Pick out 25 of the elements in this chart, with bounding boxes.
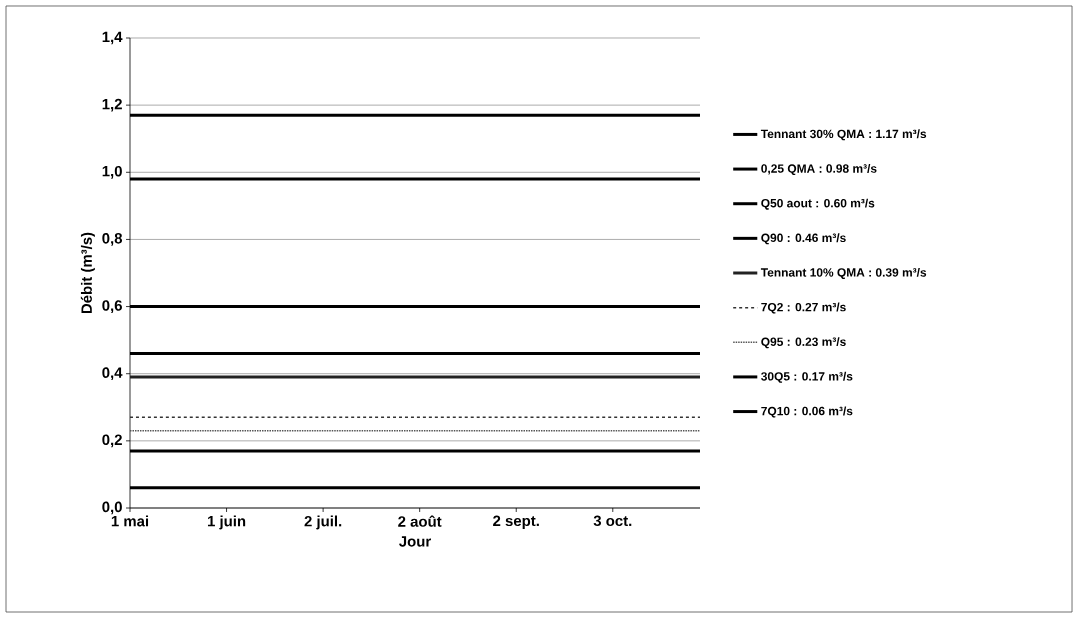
- x-tick-label: 2 août: [398, 515, 442, 527]
- legend-label: Tennant 10% QMA : 0.39 m³/s: [760, 267, 927, 279]
- legend-label: Q90 : 0.46 m³/s: [761, 233, 846, 245]
- y-tick-label: 0,2: [102, 434, 122, 448]
- x-tick-label: 1 juin: [207, 515, 246, 530]
- y-tick-label: 1,0: [102, 165, 122, 179]
- x-axis-title: Jour: [399, 536, 431, 547]
- x-tick-label: 1 mai: [111, 515, 149, 527]
- legend-label: 7Q10 : 0.06 m³/s: [761, 406, 853, 418]
- legend-label: Q50 aout : 0.60 m³/s: [761, 198, 875, 210]
- y-tick-label: 0,6: [102, 300, 122, 313]
- legend-label: 0,25 QMA : 0.98 m³/s: [761, 164, 877, 176]
- y-tick-label: 0,4: [102, 367, 123, 381]
- y-axis-title: Débit (m³/s): [80, 232, 95, 314]
- legend-label: 30Q5 : 0.17 m³/s: [761, 371, 853, 383]
- y-tick-label: 1,2: [102, 98, 122, 112]
- legend-label: Tennant 30% QMA : 1.17 m³/s: [760, 129, 927, 141]
- y-tick-label: 1,4: [102, 31, 123, 45]
- y-tick-label: 0,0: [102, 501, 122, 515]
- x-tick-label: 2 juil.: [304, 515, 342, 530]
- x-tick-label: 3 oct.: [593, 515, 632, 527]
- y-tick-label: 0,8: [102, 233, 123, 246]
- x-tick-label: 2 sept.: [493, 515, 539, 530]
- legend-label: Q95 : 0.23 m³/s: [761, 337, 846, 349]
- legend-label: 7Q2 : 0.27 m³/s: [761, 302, 846, 314]
